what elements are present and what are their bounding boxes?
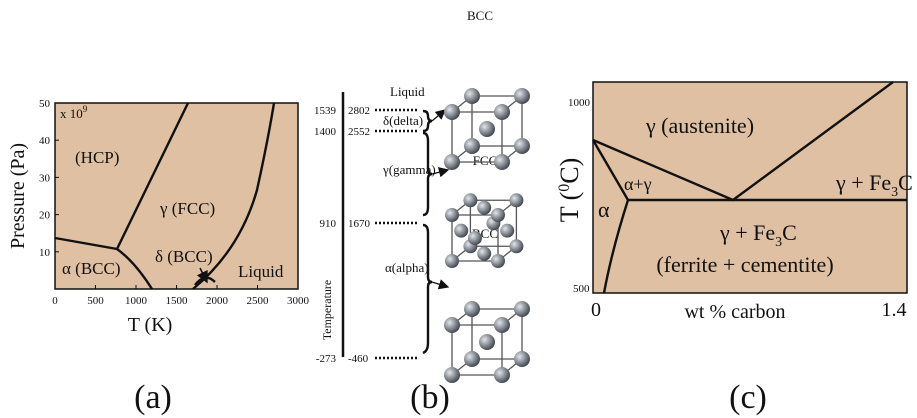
atom (454, 224, 468, 238)
brace (423, 225, 432, 353)
atom (464, 301, 480, 317)
x-tick-label: 1.4 (882, 299, 907, 321)
atom (444, 154, 460, 170)
brace (423, 111, 432, 131)
celsius-label: 1539 (314, 105, 337, 117)
region-label: γ (FCC) (159, 199, 215, 218)
x-tick-label: 0 (591, 299, 601, 321)
atom (444, 104, 460, 120)
x-tick-label: 500 (87, 295, 104, 307)
fahrenheit-label: 2552 (348, 126, 370, 138)
region-label: (HCP) (75, 148, 119, 167)
y-axis-label: T (0C) (555, 158, 584, 223)
region-label: α+γ (624, 174, 652, 194)
y-tick-label: 500 (573, 283, 590, 295)
atom (494, 104, 510, 120)
structure-label: FCC (473, 153, 498, 168)
atom (494, 154, 510, 170)
region-text: γ + Fe (835, 170, 891, 195)
caption: (c) (729, 379, 767, 416)
celsius-label: 1400 (314, 126, 337, 138)
fahrenheit-label: 2802 (348, 105, 370, 117)
atom (445, 208, 459, 222)
subscript: 3 (775, 235, 782, 250)
panel-a: 050010001500200025003000 1020304050 x 10… (7, 98, 310, 416)
region-label: (ferrite + cementite) (656, 252, 833, 277)
atom (494, 317, 510, 333)
atom (514, 138, 530, 154)
region-label: γ (austenite) (645, 113, 754, 138)
axis-label: Temperature (320, 280, 334, 340)
atom (477, 247, 491, 261)
celsius-label: 910 (320, 218, 337, 230)
subscript: 3 (891, 185, 898, 200)
phase-label: δ(delta) (383, 113, 423, 128)
atom (479, 334, 495, 350)
atom (509, 193, 523, 207)
y-axis-label: Pressure (Pa) (7, 143, 29, 249)
region-text: C (898, 170, 913, 195)
atom (464, 138, 480, 154)
atom (463, 193, 477, 207)
arrow (432, 282, 448, 287)
region-text: α (598, 197, 610, 222)
region-text: (ferrite + cementite) (656, 252, 833, 277)
atom (514, 301, 530, 317)
region-label: α (BCC) (62, 259, 121, 278)
celsius-label: -273 (316, 353, 337, 365)
panel-c: 1000 500 0 1.4 wt % carbon T (0C) γ (aus… (555, 82, 913, 416)
atom (464, 88, 480, 104)
region-text: γ + Fe (719, 220, 775, 245)
x-tick-label: 1000 (125, 295, 148, 307)
fahrenheit-label: -460 (348, 353, 369, 365)
figure: 050010001500200025003000 1020304050 x 10… (0, 0, 917, 418)
x-tick-label: 0 (52, 295, 58, 307)
atom (514, 351, 530, 367)
fahrenheit-label: 1670 (348, 218, 371, 230)
arrow (432, 110, 445, 121)
atom (479, 121, 495, 137)
panel-b: Temperature 1539 2802 1400 2552 910 1670 -273-… (314, 8, 530, 416)
region-label: δ (BCC) (155, 247, 213, 266)
caption: (b) (410, 379, 450, 416)
atom (445, 254, 459, 268)
atom (509, 239, 523, 253)
region-label: α (598, 197, 610, 222)
region-label: Liquid (238, 262, 284, 281)
y-tick-label: 30 (39, 172, 51, 184)
atom (491, 208, 505, 222)
caption: (a) (134, 379, 172, 416)
x-tick-label: 3000 (287, 295, 310, 307)
region-text: α+γ (624, 174, 652, 194)
y-tick-label: 40 (39, 135, 51, 147)
structure-label: BCC (467, 8, 493, 23)
x-tick-label: 1500 (166, 295, 189, 307)
x-axis-label: wt % carbon (684, 301, 785, 323)
y-tick-label: 50 (39, 98, 51, 110)
atom (477, 201, 491, 215)
y-tick-label: 20 (39, 210, 51, 222)
atom (491, 254, 505, 268)
atom (500, 224, 514, 238)
region-text: C (782, 220, 797, 245)
phase-label: α(alpha) (385, 260, 429, 275)
atom (464, 351, 480, 367)
phase-label: Liquid (390, 84, 425, 99)
x-tick-label: 2500 (247, 295, 270, 307)
y-tick-label: 1000 (568, 97, 591, 109)
atom (514, 88, 530, 104)
atom (468, 231, 482, 245)
x-axis-label: T (K) (128, 314, 173, 336)
region-text: γ (austenite) (645, 113, 754, 138)
atom (494, 367, 510, 383)
x-tick-label: 2000 (206, 295, 229, 307)
y-tick-label: 10 (39, 247, 51, 259)
atom (444, 317, 460, 333)
